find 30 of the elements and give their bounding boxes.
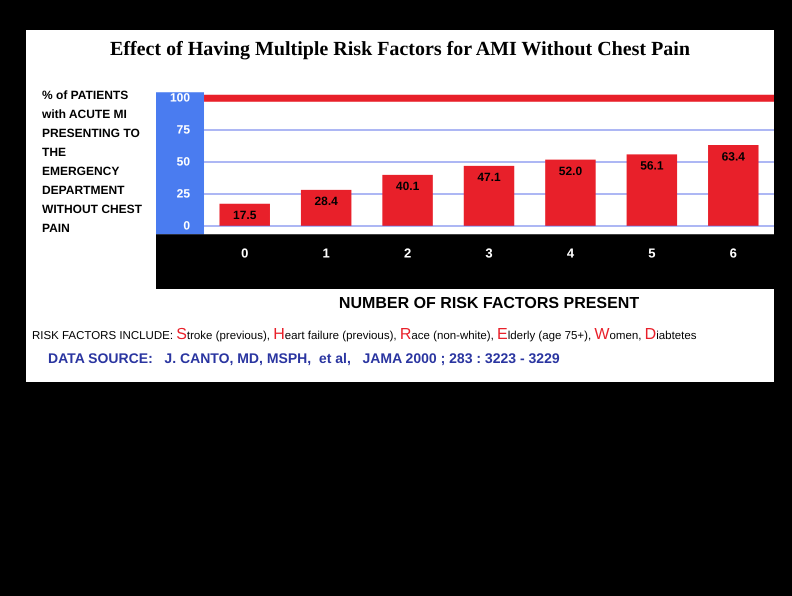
y-tick-label: 50 (176, 154, 190, 169)
y-tick-label: 25 (176, 186, 190, 201)
text: RISK FACTORS INCLUDE: Stroke (previous), Heart failure (previous), Race (non-white), Elderly (age 75+), Women, Diabtetes (32, 326, 696, 343)
bar (708, 145, 759, 226)
y-tick-label: 75 (176, 122, 190, 137)
y-tick-label: 0 (183, 218, 190, 233)
data-label: 63.4 (722, 149, 746, 164)
y-tick-label: 100 (170, 90, 190, 105)
data-label: 40.1 (396, 179, 420, 194)
bar (464, 166, 514, 226)
x-tick-label: 6 (730, 246, 737, 261)
x-tick-label: 1 (322, 246, 330, 261)
data-label: 52.0 (558, 164, 582, 178)
bar (626, 154, 678, 226)
y-axis-title: % of PATIENTS with ACUTE MI PRESENTING TO THE EMERGENCY DEPARTMENT WITHOUT CHEST PAIN (42, 87, 142, 237)
x-tick-label: 4 (566, 246, 575, 261)
x-tick-label: 3 (485, 246, 493, 261)
x-tick-label: 5 (648, 246, 656, 261)
data-label: 17.5 (233, 208, 257, 222)
x-tick-label: 2 (404, 246, 412, 261)
source-note: DATA SOURCE: J. CANTO, MD, MSPH, et al, JAMA 2000 ; 283 : 3223 - 3229 (48, 350, 560, 366)
x-tick-label: 0 (241, 246, 248, 261)
data-label: 47.1 (477, 170, 502, 184)
x-axis-title: NUMBER OF RISK FACTORS PRESENT (338, 294, 640, 312)
bar (382, 174, 433, 226)
bar (545, 160, 596, 226)
chart-title: Effect of Having Multiple Risk Factors for AMI Without Chest Pain (109, 38, 691, 61)
data-label: 56.1 (640, 158, 664, 173)
data-label: 28.4 (314, 194, 338, 208)
bar (300, 190, 352, 226)
